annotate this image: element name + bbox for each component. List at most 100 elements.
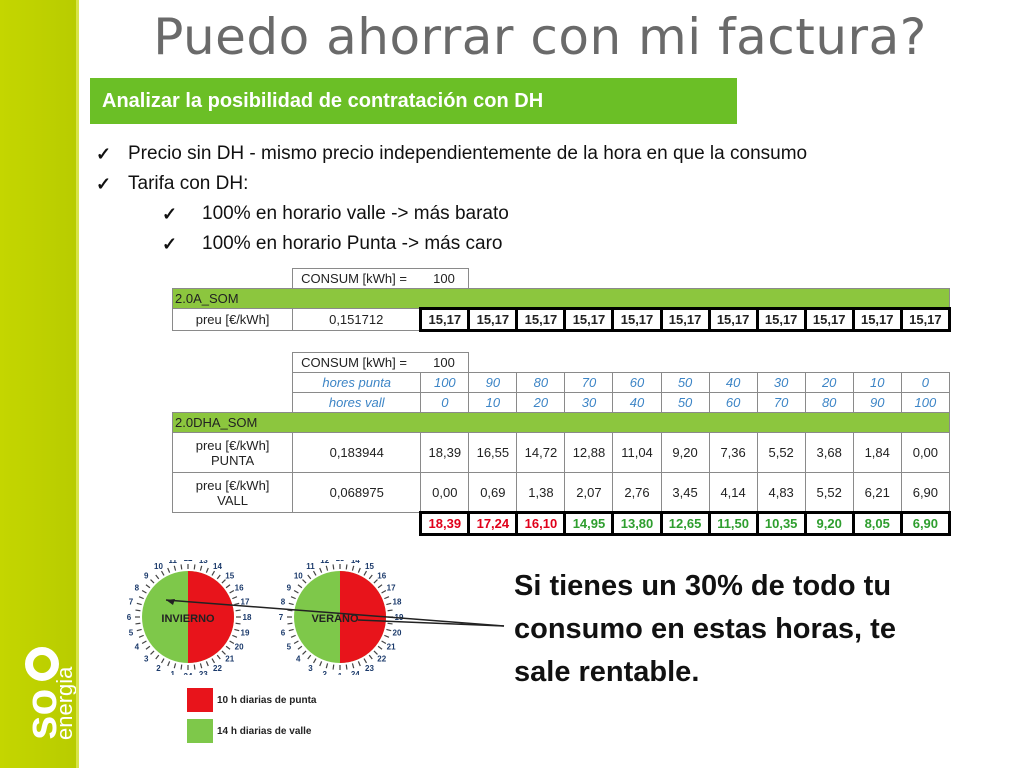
- clock-number: 19: [241, 628, 250, 637]
- clock-tick: [325, 565, 329, 571]
- clock-tick: [136, 602, 142, 606]
- clock-tick: [193, 664, 196, 670]
- clock-tick: [138, 634, 144, 638]
- clock-number: 13: [336, 560, 345, 563]
- totals-row: 18,39 17,24 16,10 14,95 13,80 12,65 11,5…: [173, 511, 952, 536]
- valle-swatch: [187, 719, 213, 743]
- clock-tick: [307, 574, 312, 580]
- clock-tick: [386, 602, 392, 606]
- clock-tick: [173, 565, 177, 571]
- clock-tick: [293, 640, 299, 645]
- clock-tick: [384, 596, 390, 600]
- clock-tick: [199, 565, 203, 571]
- punta-sector: [188, 571, 234, 663]
- clock-tick: [297, 584, 303, 589]
- clock-tick: [312, 658, 317, 664]
- clock-number: 3: [308, 664, 313, 673]
- clock-number: 22: [377, 655, 386, 664]
- tariff-row: 2.0A_SOM: [172, 288, 950, 309]
- clock-tick: [357, 567, 361, 573]
- clock-tick: [135, 609, 141, 612]
- clock-number: 12: [320, 560, 329, 565]
- clock-tick: [368, 654, 373, 660]
- clock-tick: [155, 654, 160, 660]
- pointer-line: [357, 619, 505, 627]
- clock-number: 15: [365, 562, 374, 571]
- clock-tick: [387, 622, 393, 625]
- flat-tariff-table: CONSUM [kWh] = 100 2.0A_SOM preu [€/kWh]…: [171, 268, 952, 332]
- clock-tick: [363, 658, 368, 664]
- clock-tick: [332, 664, 335, 670]
- checkmark-icon: ✓: [96, 174, 112, 194]
- clock-tick: [368, 574, 373, 580]
- clock-number: 2: [323, 670, 328, 675]
- clock-number: 10: [154, 562, 163, 571]
- summer-clock: 131415161718192021222324123456789101112: [279, 560, 404, 675]
- clock-tick: [351, 663, 355, 669]
- clock-tick: [288, 602, 294, 606]
- clock-tick: [216, 654, 221, 660]
- clock-tick: [160, 570, 165, 576]
- clock-number: 11: [168, 560, 177, 565]
- clock-number: 17: [387, 584, 396, 593]
- clock-tick: [150, 579, 155, 584]
- clock-tick: [205, 567, 209, 573]
- page-title: Puedo ahorrar con mi factura?: [153, 8, 927, 66]
- hores-vall-row: hores vall 0 10 20 30 40 50 60 70 80 90 …: [173, 392, 951, 413]
- clock-tick: [234, 602, 240, 606]
- clock-tick: [302, 650, 307, 655]
- checkmark-icon: ✓: [162, 234, 178, 254]
- logo-so-text: so: [17, 689, 66, 740]
- clock-tick: [138, 596, 144, 600]
- clock-number: 5: [129, 628, 134, 637]
- clock-tick: [205, 661, 209, 667]
- left-accent-bar: [0, 0, 76, 768]
- price-row: preu [€/kWh] 0,151712 15,17 15,17 15,17 …: [171, 307, 952, 332]
- clock-tick: [384, 634, 390, 638]
- clock-number: 24: [351, 670, 360, 675]
- clock-number: 12: [184, 560, 193, 563]
- punta-swatch: [187, 688, 213, 712]
- clock-number: 21: [225, 655, 234, 664]
- clock-number: 23: [199, 670, 208, 675]
- clock-tick: [377, 584, 383, 589]
- checkmark-icon: ✓: [96, 144, 112, 164]
- clock-number: 10: [294, 571, 303, 580]
- clock-number: 20: [235, 643, 244, 652]
- clock-tick: [141, 589, 147, 594]
- clock-tick: [332, 564, 335, 570]
- clock-tick: [345, 564, 348, 570]
- clock-number: 5: [287, 643, 292, 652]
- legend-valle-label: 14 h diarias de valle: [217, 726, 312, 737]
- clock-number: 16: [377, 571, 386, 580]
- clock-tick: [173, 663, 177, 669]
- clock-number: 4: [296, 655, 301, 664]
- consum-cell: CONSUM [kWh] = 100: [292, 268, 470, 289]
- clock-tick: [319, 661, 323, 667]
- logo-energia-text: energia: [52, 666, 76, 740]
- tariff-row: 2.0DHA_SOM: [172, 412, 950, 433]
- winter-clock: 121314151617181920212223241234567891011: [127, 560, 252, 675]
- clock-tick: [319, 567, 323, 573]
- clock-tick: [377, 645, 383, 650]
- clock-tick: [357, 661, 361, 667]
- som-energia-logo: so energia: [17, 647, 76, 740]
- clock-number: 16: [235, 584, 244, 593]
- clock-number: 3: [144, 655, 149, 664]
- clock-number: 14: [213, 562, 222, 571]
- clock-tick: [325, 663, 329, 669]
- clock-tick: [288, 628, 294, 632]
- consum-cell: CONSUM [kWh] = 100: [292, 352, 470, 373]
- clock-tick: [351, 565, 355, 571]
- clock-tick: [386, 628, 392, 632]
- punta-price-row: preu [€/kWh] PUNTA 0,183944 18,39 16,55 1…: [171, 432, 951, 473]
- legend-punta-label: 10 h diarias de punta: [217, 695, 317, 706]
- clock-number: 1: [171, 670, 176, 675]
- clock-tick: [363, 570, 368, 576]
- clock-tick: [211, 658, 216, 664]
- clock-tick: [287, 609, 293, 612]
- clock-number: 24: [184, 672, 193, 675]
- clock-tick: [180, 564, 183, 570]
- clock-number: 9: [287, 584, 292, 593]
- clock-number: 13: [199, 560, 208, 565]
